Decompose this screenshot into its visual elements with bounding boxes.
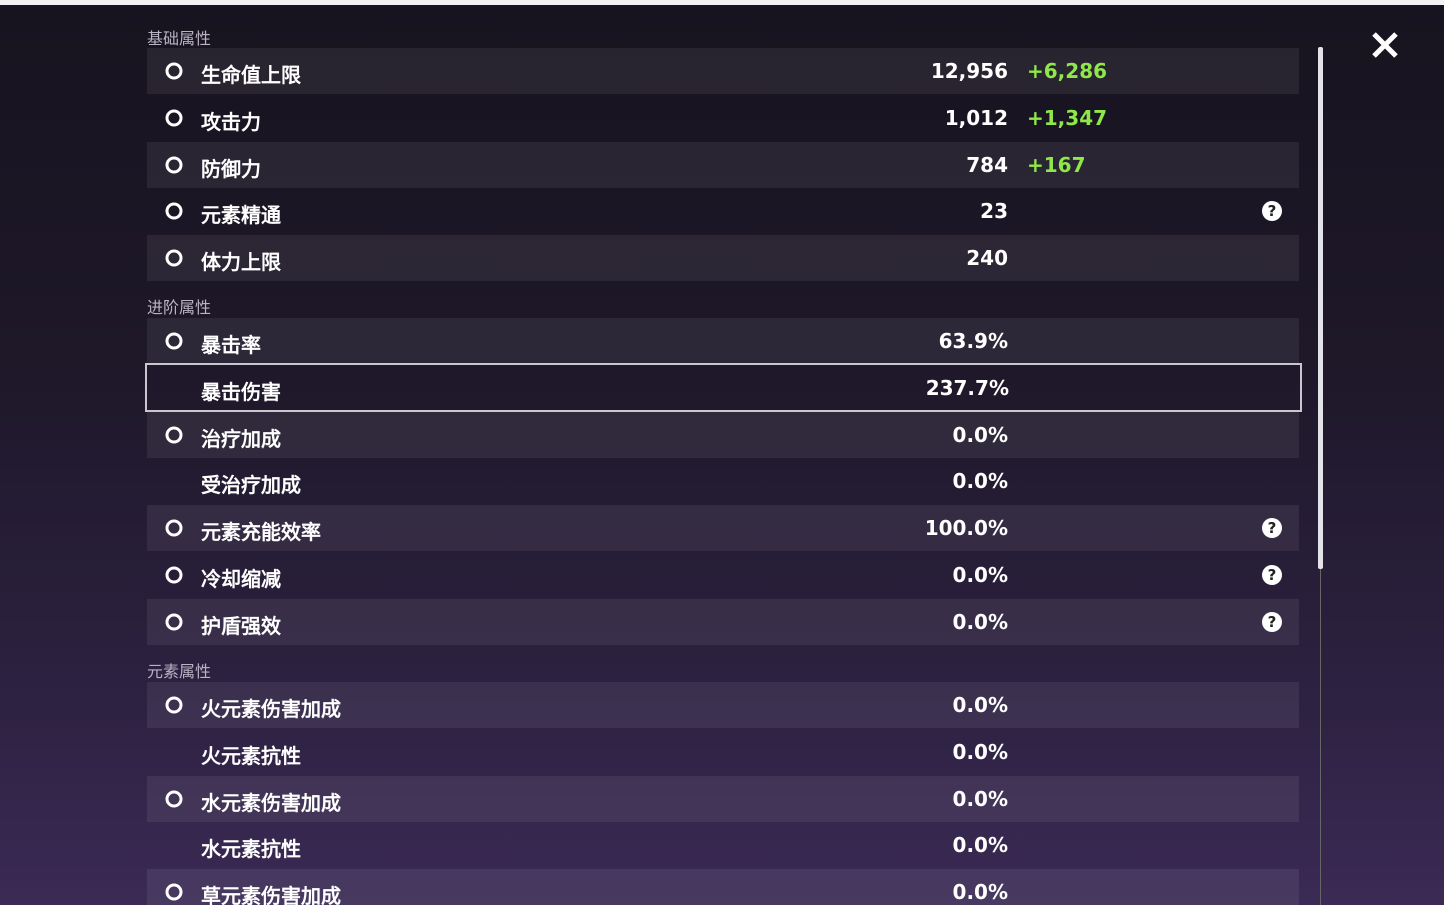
stat-row: 火元素伤害加成 0.0% — [147, 682, 1299, 728]
help-icon[interactable]: ? — [1262, 201, 1282, 222]
stat-row: 水元素伤害加成 0.0% — [147, 775, 1299, 822]
stat-row: 暴击伤害 237.7% — [145, 362, 1302, 412]
stat-icon — [164, 612, 184, 632]
stat-row: 生命值上限 12,956 +6,286 — [147, 48, 1299, 94]
stat-row: 冷却缩减 0.0%? — [147, 552, 1299, 598]
close-button[interactable] — [1370, 30, 1400, 60]
stat-row: 护盾强效 0.0%? — [147, 598, 1299, 645]
scrollbar[interactable] — [1318, 47, 1323, 569]
stat-bonus: +6,286 — [1027, 59, 1108, 83]
stat-icon — [164, 695, 184, 715]
stat-icon — [164, 518, 184, 538]
stat-value: 237.7% — [925, 375, 1009, 400]
stat-value: 12,956 — [930, 59, 1008, 83]
stat-label: 冷却缩减 — [201, 567, 281, 591]
help-icon[interactable]: ? — [1262, 611, 1282, 632]
stat-value: 0.0% — [952, 469, 1008, 494]
stat-label: 体力上限 — [201, 250, 281, 275]
help-icon[interactable]: ? — [1262, 518, 1282, 539]
stat-value: 0.0% — [952, 563, 1008, 587]
stat-label: 火元素伤害加成 — [201, 697, 341, 721]
stat-row: 体力上限 240 — [147, 235, 1299, 282]
stat-icon — [164, 108, 184, 128]
stat-label: 攻击力 — [201, 109, 261, 134]
stat-label: 防御力 — [201, 156, 261, 181]
stat-icon — [164, 331, 184, 351]
stat-value: 63.9% — [938, 329, 1008, 353]
stat-row: 受治疗加成 0.0% — [147, 458, 1299, 504]
stat-icon — [164, 882, 184, 902]
stat-label: 水元素抗性 — [201, 837, 301, 862]
stat-icon — [164, 155, 184, 175]
stat-value: 23 — [980, 199, 1008, 224]
stat-row: 暴击率 63.9% — [147, 318, 1299, 364]
stat-value: 1,012 — [944, 105, 1008, 130]
stat-label: 元素充能效率 — [201, 520, 321, 545]
stat-icon — [164, 565, 184, 585]
stat-value: 784 — [966, 152, 1008, 177]
stat-label: 暴击率 — [201, 333, 261, 357]
stat-icon — [164, 201, 184, 221]
stat-label: 受治疗加成 — [201, 473, 301, 498]
stat-label: 生命值上限 — [201, 63, 301, 87]
stat-label: 护盾强效 — [201, 613, 281, 638]
stat-row: 元素充能效率 100.0%? — [147, 505, 1299, 552]
help-icon[interactable]: ? — [1262, 565, 1282, 585]
stat-value: 0.0% — [952, 833, 1008, 858]
stat-row: 攻击力 1,012 +1,347 — [147, 95, 1299, 141]
stat-label: 草元素伤害加成 — [201, 884, 341, 905]
stat-value: 0.0% — [952, 739, 1008, 764]
stat-row: 水元素抗性 0.0% — [147, 822, 1299, 868]
section-title: 进阶属性 — [147, 298, 212, 317]
scroll-track — [1320, 569, 1321, 905]
stat-row: 治疗加成 0.0% — [147, 411, 1299, 458]
stat-row: 元素精通 23? — [147, 188, 1299, 234]
section-title: 基础属性 — [147, 29, 212, 48]
stat-icon — [164, 61, 184, 81]
stat-row: 火元素抗性 0.0% — [147, 729, 1299, 775]
stat-value: 0.0% — [952, 693, 1008, 717]
stat-icon — [164, 789, 184, 809]
stat-value: 0.0% — [952, 609, 1008, 634]
stat-label: 水元素伤害加成 — [201, 790, 341, 815]
stat-bonus: +167 — [1027, 152, 1086, 177]
section-title: 元素属性 — [147, 662, 212, 681]
stat-value: 100.0% — [924, 516, 1008, 541]
stat-label: 暴击伤害 — [201, 379, 281, 404]
stat-row: 防御力 784 +167 — [147, 141, 1299, 188]
stat-bonus: +1,347 — [1027, 105, 1108, 130]
stat-value: 0.0% — [952, 786, 1008, 811]
stat-icon — [164, 248, 184, 268]
stat-value: 0.0% — [952, 880, 1008, 905]
stat-label: 治疗加成 — [201, 426, 281, 451]
stat-label: 火元素抗性 — [201, 743, 301, 768]
stat-icon — [164, 425, 184, 445]
stat-label: 元素精通 — [201, 203, 281, 228]
stat-value: 0.0% — [952, 422, 1008, 447]
stat-row: 草元素伤害加成 0.0% — [147, 869, 1299, 905]
stat-value: 240 — [966, 246, 1008, 271]
